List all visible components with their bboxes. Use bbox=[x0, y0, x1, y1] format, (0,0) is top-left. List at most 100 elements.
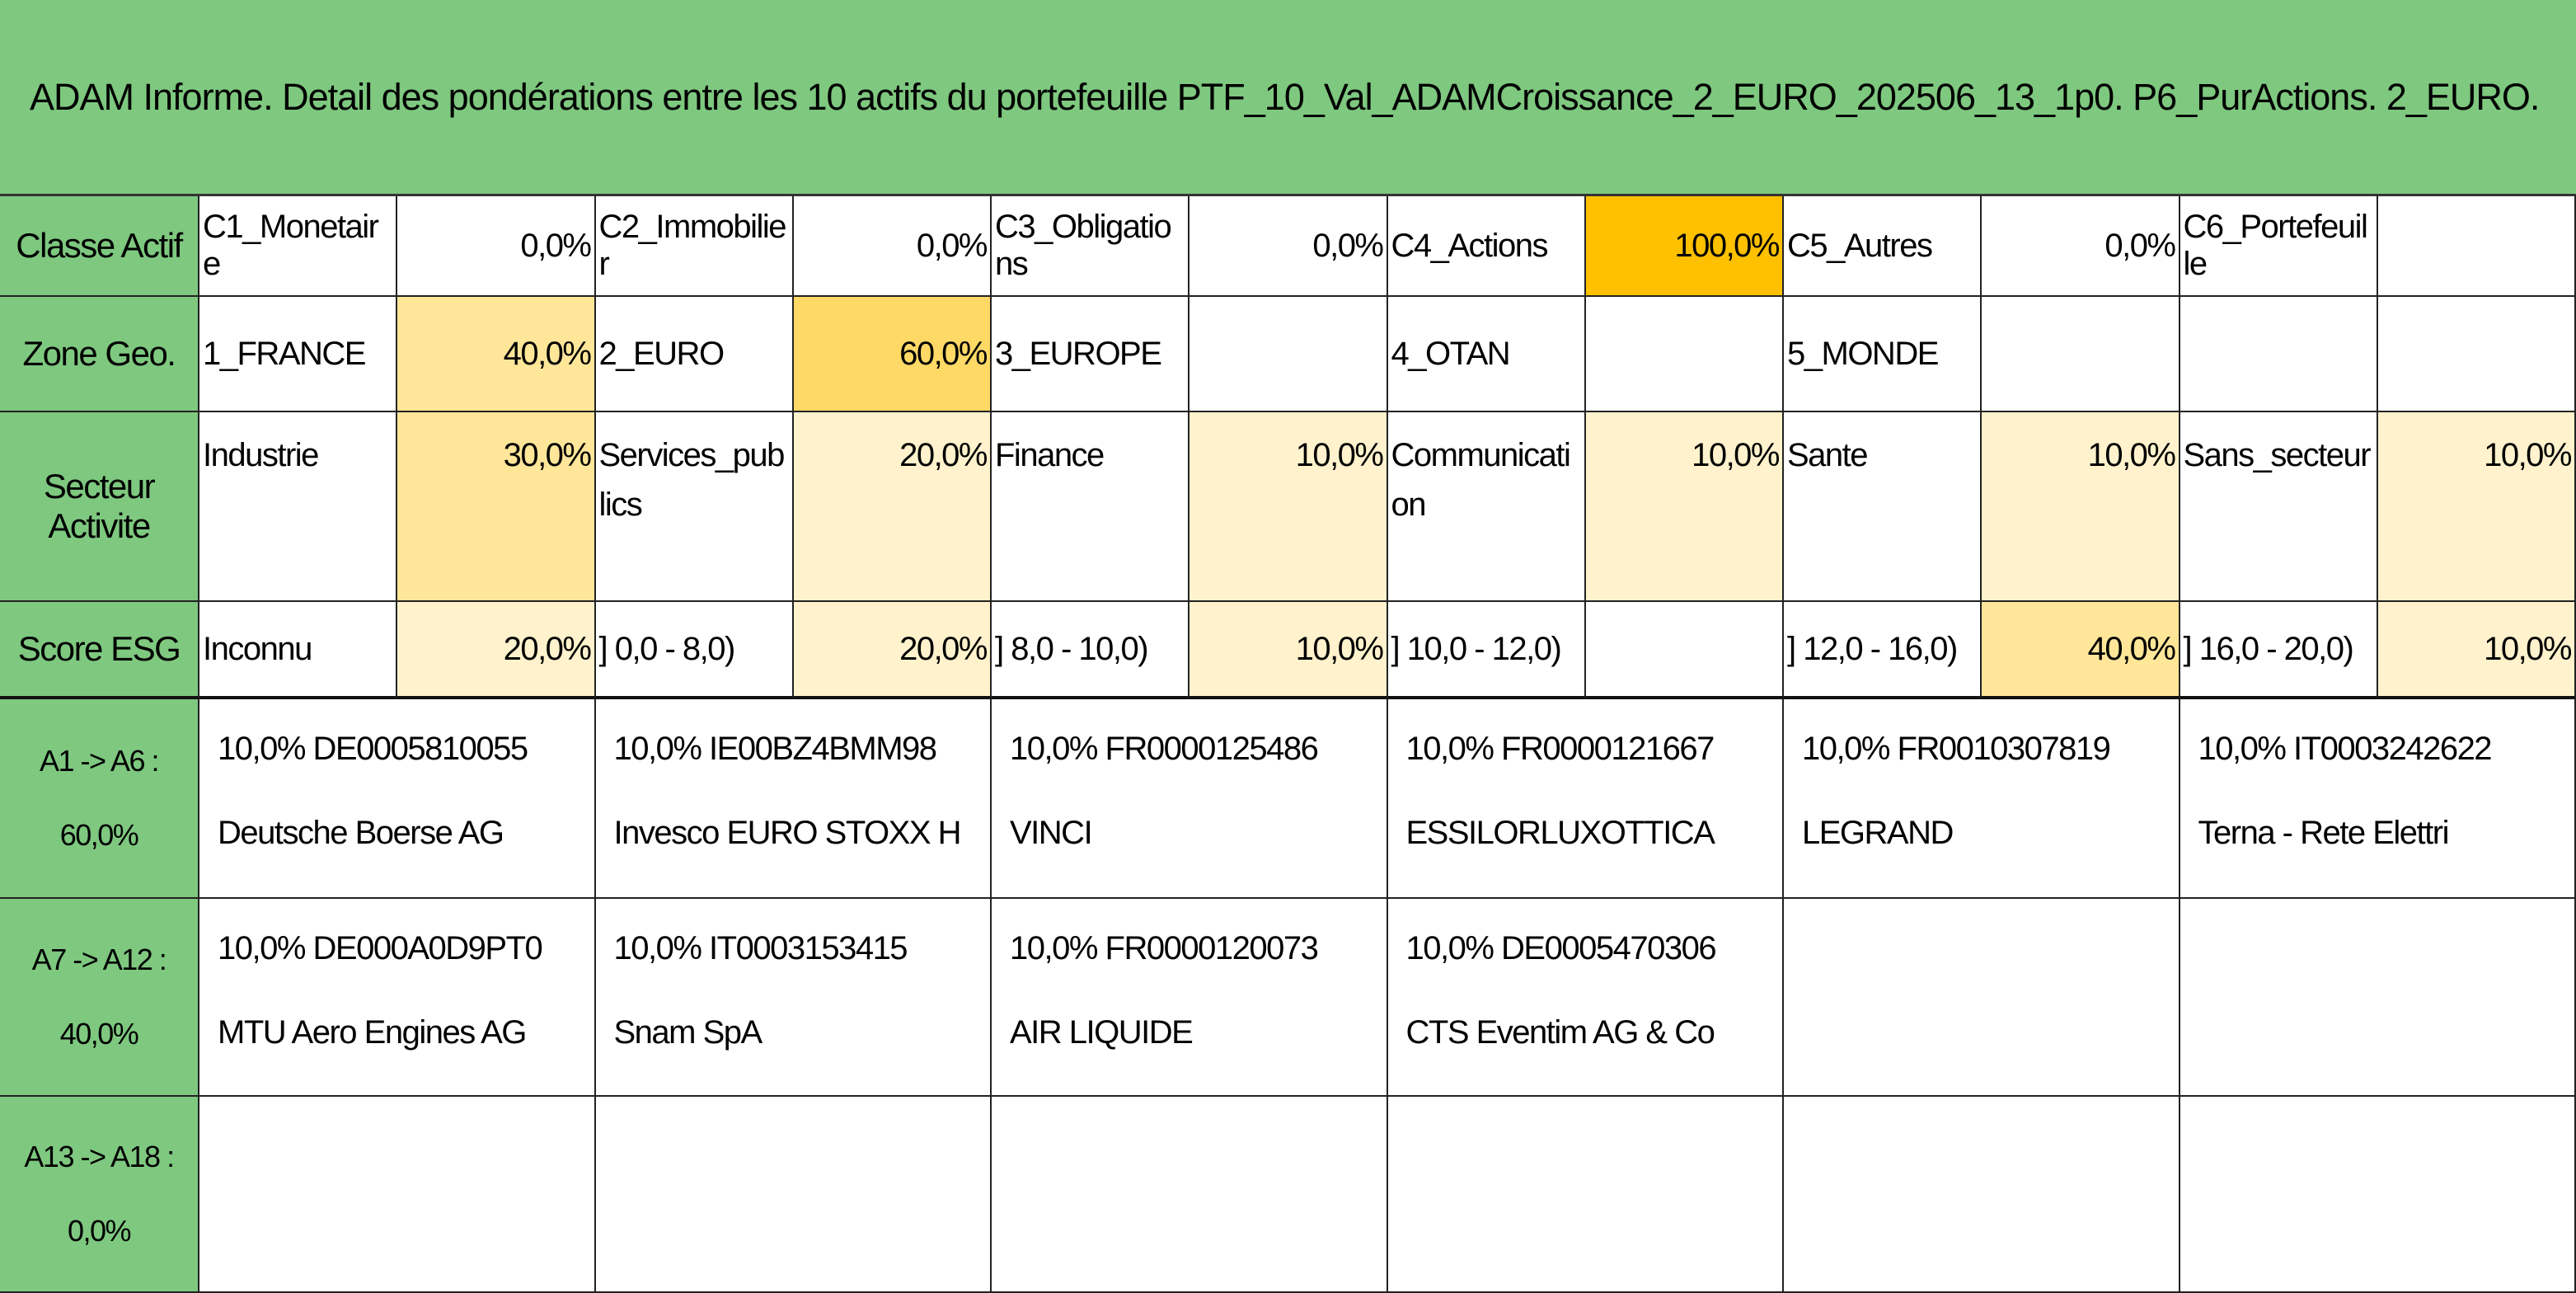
row-label: Zone Geo. bbox=[0, 297, 199, 412]
asset-header: 10,0% DE0005810055 bbox=[218, 724, 576, 773]
asset-name: MTU Aero Engines AG bbox=[218, 1014, 527, 1051]
weight-value: 10,0% bbox=[1585, 412, 1784, 602]
category-name: ] 0,0 - 8,0) bbox=[595, 602, 794, 699]
asset-isin: IE00BZ4BMM98 bbox=[709, 731, 937, 767]
weight-value: 10,0% bbox=[1189, 602, 1388, 699]
asset-name: Terna - Rete Elettri bbox=[2198, 815, 2450, 851]
asset-name: Invesco EURO STOXX H bbox=[613, 815, 962, 851]
asset-isin: IT0003153415 bbox=[709, 930, 908, 966]
asset-cell: 10,0% IT0003242622 Terna - Rete Elettri bbox=[2180, 699, 2576, 899]
asset-cell: 10,0% DE0005470306 CTS Eventim AG & Co bbox=[1387, 899, 1784, 1097]
asset-cell bbox=[992, 1097, 1388, 1293]
category-name: C4_Actions bbox=[1387, 196, 1586, 297]
category-name: Sans_secteur bbox=[2180, 412, 2378, 602]
asset-weight: 10,0% bbox=[218, 930, 306, 966]
title: ADAM Informe. Detail des pondérations en… bbox=[0, 0, 2576, 196]
weight-value: 0,0% bbox=[1189, 196, 1388, 297]
asset-total: 40,0% bbox=[59, 1017, 139, 1051]
category-name: Communication bbox=[1387, 412, 1586, 602]
asset-cell bbox=[595, 1097, 992, 1293]
asset-range: A13 -> A18 : bbox=[24, 1140, 175, 1173]
asset-weight: 10,0% bbox=[218, 731, 306, 767]
asset-cell bbox=[199, 1097, 596, 1293]
asset-header: 10,0% IT0003153415 bbox=[614, 924, 973, 973]
asset-weight: 10,0% bbox=[613, 731, 702, 767]
asset-header: 10,0% IT0003242622 bbox=[2198, 724, 2557, 773]
weight-value: 20,0% bbox=[397, 602, 596, 699]
weight-value: 0,0% bbox=[793, 196, 992, 297]
category-name: 3_EUROPE bbox=[992, 297, 1189, 412]
asset-group-label: A13 -> A18 : 0,0% bbox=[0, 1097, 199, 1293]
category-name: 4_OTAN bbox=[1387, 297, 1586, 412]
category-name: 2_EURO bbox=[595, 297, 794, 412]
category-name: 5_MONDE bbox=[1784, 297, 1982, 412]
weight-value bbox=[1585, 297, 1784, 412]
category-name: C5_Autres bbox=[1784, 196, 1982, 297]
category-name: Services_publics bbox=[595, 412, 794, 602]
category-name bbox=[2180, 297, 2378, 412]
row-label: Score ESG bbox=[0, 602, 199, 699]
asset-weight: 10,0% bbox=[1405, 731, 1494, 767]
category-name: C6_Portefeuille bbox=[2180, 196, 2378, 297]
category-name: Sante bbox=[1784, 412, 1982, 602]
asset-isin: FR0000121667 bbox=[1501, 731, 1715, 767]
category-name: ] 8,0 - 10,0) bbox=[992, 602, 1189, 699]
asset-name: Deutsche Boerse AG bbox=[218, 815, 504, 851]
category-name: C2_Immobilier bbox=[595, 196, 794, 297]
weight-value: 10,0% bbox=[2377, 412, 2576, 602]
asset-name: CTS Eventim AG & Co bbox=[1405, 1014, 1715, 1051]
asset-cell: 10,0% FR0000125486 VINCI bbox=[992, 699, 1388, 899]
asset-name: ESSILORLUXOTTICA bbox=[1405, 815, 1715, 851]
weight-value: 20,0% bbox=[793, 412, 992, 602]
asset-group-label: A7 -> A12 : 40,0% bbox=[0, 899, 199, 1097]
asset-isin: IT0003242622 bbox=[2293, 731, 2493, 767]
asset-header: 10,0% DE000A0D9PT0 bbox=[218, 924, 576, 973]
weight-value: 0,0% bbox=[397, 196, 596, 297]
category-name: ] 10,0 - 12,0) bbox=[1387, 602, 1586, 699]
asset-weight: 10,0% bbox=[2198, 731, 2287, 767]
row-label: Classe Actif bbox=[0, 196, 199, 297]
weight-value bbox=[2377, 196, 2576, 297]
asset-cell: 10,0% DE0005810055 Deutsche Boerse AG bbox=[199, 699, 596, 899]
weight-value: 100,0% bbox=[1585, 196, 1784, 297]
asset-header: 10,0% DE0005470306 bbox=[1406, 924, 1765, 973]
asset-name: AIR LIQUIDE bbox=[1010, 1014, 1194, 1051]
asset-cell: 10,0% IE00BZ4BMM98 Invesco EURO STOXX H bbox=[595, 699, 992, 899]
asset-isin: FR0010307819 bbox=[1897, 731, 2111, 767]
asset-isin: DE0005810055 bbox=[312, 731, 529, 767]
weight-value: 10,0% bbox=[1189, 412, 1388, 602]
asset-isin: FR0000125486 bbox=[1105, 731, 1319, 767]
asset-cell bbox=[1784, 899, 2180, 1097]
asset-group-label: A1 -> A6 : 60,0% bbox=[0, 699, 199, 899]
asset-cell bbox=[2180, 899, 2576, 1097]
weight-value: 40,0% bbox=[397, 297, 596, 412]
asset-cell: 10,0% IT0003153415 Snam SpA bbox=[595, 899, 992, 1097]
asset-cell bbox=[2180, 1097, 2576, 1293]
weight-value: 60,0% bbox=[793, 297, 992, 412]
asset-cell: 10,0% DE000A0D9PT0 MTU Aero Engines AG bbox=[199, 899, 596, 1097]
asset-range: A7 -> A12 : bbox=[31, 943, 167, 976]
asset-name: VINCI bbox=[1010, 815, 1093, 851]
weight-value: 30,0% bbox=[397, 412, 596, 602]
asset-header: 10,0% IE00BZ4BMM98 bbox=[614, 724, 973, 773]
asset-cell: 10,0% FR0000120073 AIR LIQUIDE bbox=[992, 899, 1388, 1097]
asset-header: 10,0% FR0010307819 bbox=[1802, 724, 2161, 773]
asset-isin: DE000A0D9PT0 bbox=[312, 930, 543, 966]
asset-weight: 10,0% bbox=[1010, 930, 1098, 966]
weight-value bbox=[2377, 297, 2576, 412]
asset-cell bbox=[1784, 1097, 2180, 1293]
weight-value: 10,0% bbox=[2377, 602, 2576, 699]
weight-value bbox=[1585, 602, 1784, 699]
weight-value bbox=[1982, 297, 2180, 412]
asset-cell: 10,0% FR0000121667 ESSILORLUXOTTICA bbox=[1387, 699, 1784, 899]
category-name: 1_FRANCE bbox=[199, 297, 397, 412]
asset-isin: FR0000120073 bbox=[1105, 930, 1319, 966]
asset-weight: 10,0% bbox=[613, 930, 702, 966]
asset-weight: 10,0% bbox=[1010, 731, 1098, 767]
category-name: ] 16,0 - 20,0) bbox=[2180, 602, 2378, 699]
asset-header: 10,0% FR0000121667 bbox=[1406, 724, 1765, 773]
asset-total: 0,0% bbox=[67, 1214, 132, 1248]
category-name: Inconnu bbox=[199, 602, 397, 699]
row-label: Secteur Activite bbox=[0, 412, 199, 602]
